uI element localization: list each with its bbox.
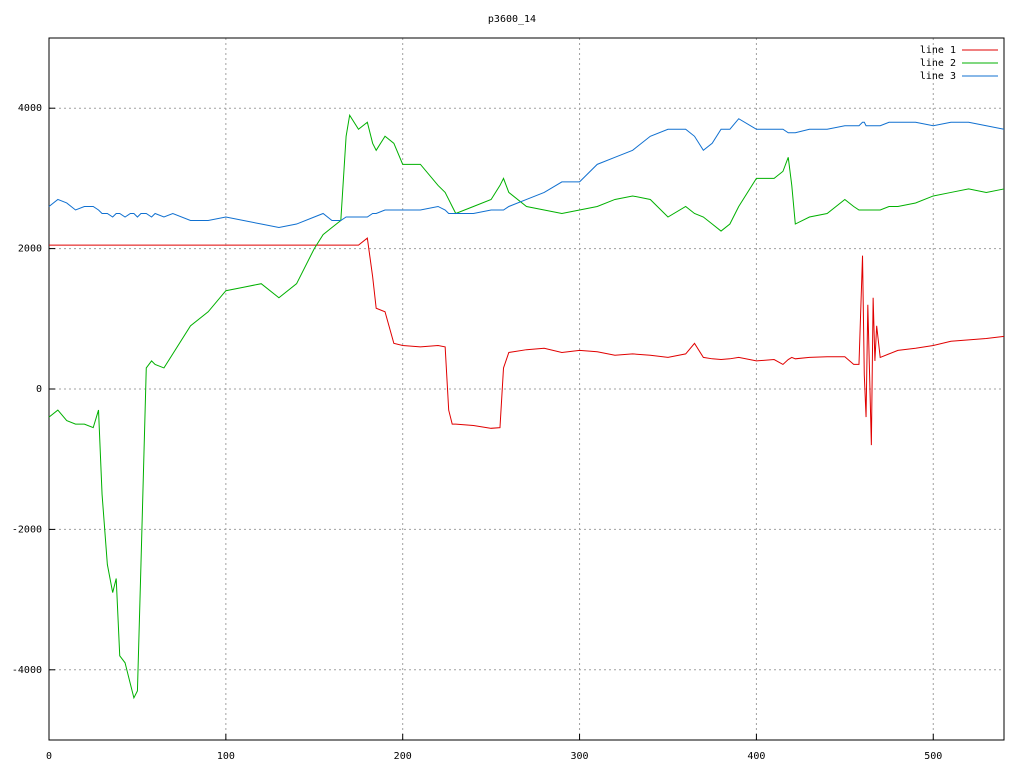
plot-border	[48, 37, 1005, 741]
legend-label: line 2	[920, 58, 956, 69]
x-tick-label: 500	[924, 751, 942, 762]
legend-label: line 1	[920, 45, 956, 56]
data-line	[49, 237, 1005, 446]
y-tick-label: 0	[36, 384, 42, 395]
x-tick-label: 300	[571, 751, 589, 762]
legend-label: line 3	[920, 71, 956, 82]
x-tick-label: 100	[217, 751, 235, 762]
y-tick-label: -4000	[12, 665, 42, 676]
y-tick-label: 2000	[18, 244, 42, 255]
x-tick-label: 200	[394, 751, 412, 762]
x-tick-label: 0	[46, 751, 52, 762]
chart-title: p3600_14	[488, 14, 536, 25]
y-tick-label: -2000	[12, 524, 42, 535]
data-line	[48, 118, 1005, 229]
y-tick-label: 4000	[18, 103, 42, 114]
x-tick-label: 400	[747, 751, 765, 762]
data-line	[48, 113, 1005, 700]
